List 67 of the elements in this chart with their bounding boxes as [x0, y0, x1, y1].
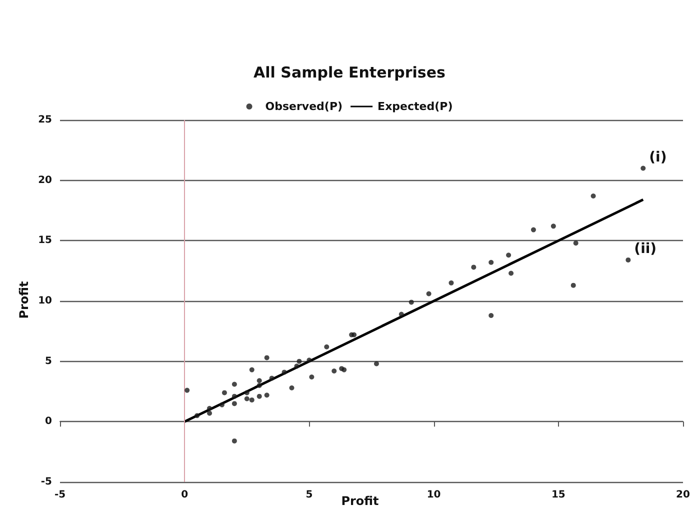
point: [222, 390, 227, 396]
y-tick-label: -5: [40, 476, 52, 488]
point: [508, 270, 514, 276]
x-tick-label: 20: [676, 490, 690, 500]
point: [232, 394, 237, 399]
point: [309, 374, 314, 380]
point: [232, 438, 237, 444]
point: [306, 358, 312, 363]
point: [264, 392, 270, 398]
y-tick-label: 5: [45, 356, 52, 367]
point: [339, 366, 344, 372]
legend-label: Observed(P): [265, 100, 343, 113]
point: [426, 291, 432, 296]
point: [269, 376, 274, 381]
point: [294, 364, 300, 369]
point: [550, 224, 556, 229]
point: [184, 388, 190, 393]
point: [232, 401, 237, 406]
point: [570, 282, 576, 288]
point: [332, 368, 337, 374]
y-tick-label: 20: [38, 174, 52, 186]
point: [207, 406, 212, 411]
y-tick-label: 10: [38, 296, 52, 306]
point: [207, 410, 212, 416]
point: [408, 300, 414, 305]
point: [244, 396, 250, 402]
point: [398, 312, 404, 317]
x-axis-title: Profit: [341, 494, 380, 508]
point: [349, 332, 354, 338]
point: [264, 355, 270, 360]
point: [296, 358, 302, 364]
point: [256, 382, 262, 388]
point: [249, 367, 254, 372]
point: [232, 382, 237, 387]
point: [590, 194, 596, 199]
chart-title: All Sample Enterprises: [254, 64, 446, 82]
x-tick-label: 10: [426, 490, 441, 500]
point: [506, 252, 512, 258]
x-tick-label: 15: [551, 490, 566, 500]
x-tick-label: 0: [181, 490, 188, 500]
point: [530, 227, 536, 232]
annotation: (i): [649, 149, 667, 166]
y-tick-label: 25: [38, 114, 52, 126]
y-axis-title: Profit: [17, 280, 31, 319]
point: [282, 370, 287, 375]
point: [488, 260, 494, 265]
point: [289, 385, 294, 390]
annotation: (ii): [634, 240, 657, 257]
point: [219, 402, 224, 408]
y-tick-label: 15: [38, 235, 52, 246]
x-tick-label: 5: [306, 490, 313, 500]
point: [640, 166, 646, 171]
point: [194, 413, 200, 418]
x-tick-label: -5: [54, 490, 66, 500]
point: [626, 257, 631, 262]
point: [573, 240, 578, 246]
point: [256, 378, 262, 384]
point: [249, 397, 254, 402]
point: [256, 394, 262, 399]
point: [488, 312, 494, 318]
legend-label: Expected(P): [378, 100, 453, 113]
point: [324, 344, 330, 350]
point: [471, 264, 476, 270]
point: [448, 280, 454, 286]
point: [244, 390, 250, 396]
y-tick-label: 0: [45, 416, 52, 428]
point: [374, 361, 379, 366]
